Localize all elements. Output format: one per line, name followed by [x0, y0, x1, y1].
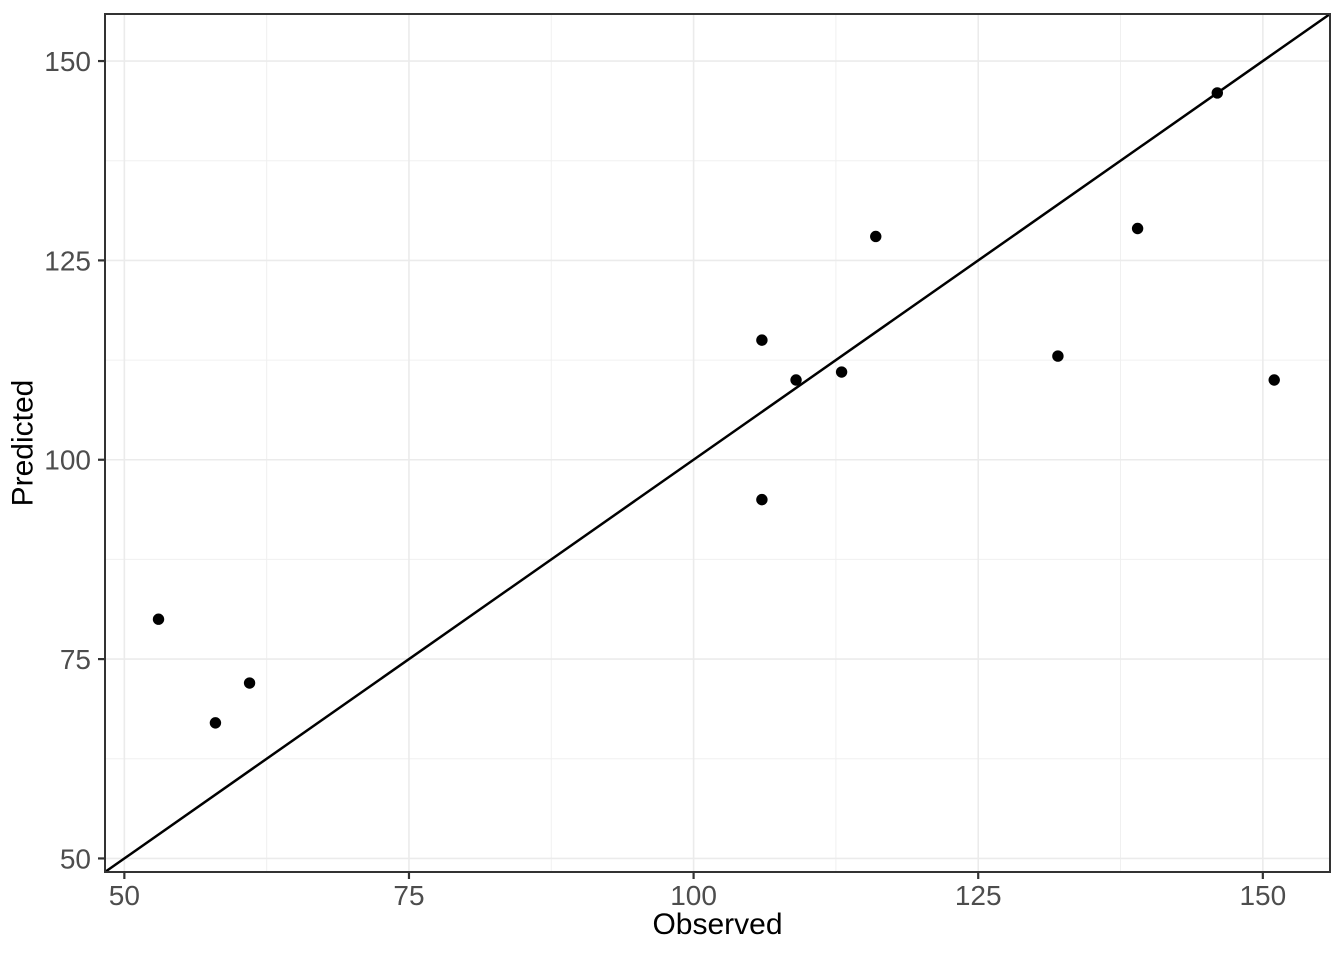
identity-line — [104, 12, 1331, 874]
y-axis-tick-label: 100 — [44, 445, 91, 476]
y-axis-tick-label: 150 — [44, 46, 91, 77]
data-point — [209, 717, 222, 729]
x-axis-tick-label: 125 — [955, 880, 1002, 911]
y-axis-tick-label: 50 — [60, 843, 91, 874]
x-axis-title: Observed — [652, 908, 783, 941]
x-axis-tick-label: 100 — [670, 880, 717, 911]
x-axis-tick-label: 75 — [393, 880, 424, 911]
x-axis-tick-label: 50 — [109, 880, 140, 911]
data-point — [835, 366, 848, 378]
data-point — [870, 230, 882, 243]
data-point — [1211, 87, 1223, 99]
y-axis-title-container: Predicted — [6, 14, 40, 872]
data-point — [756, 334, 768, 346]
data-point — [1131, 222, 1144, 235]
y-axis-tick-label: 125 — [44, 245, 91, 276]
data-point — [243, 677, 256, 689]
data-point — [1268, 374, 1280, 386]
x-axis-tick-label: 150 — [1239, 880, 1286, 911]
data-point — [756, 493, 768, 506]
y-axis-title: Predicted — [6, 379, 39, 507]
data-point — [790, 374, 802, 386]
panel-border — [104, 13, 1331, 873]
data-point — [1052, 350, 1064, 362]
y-axis-tick-label: 75 — [60, 644, 91, 675]
data-point — [152, 613, 165, 625]
